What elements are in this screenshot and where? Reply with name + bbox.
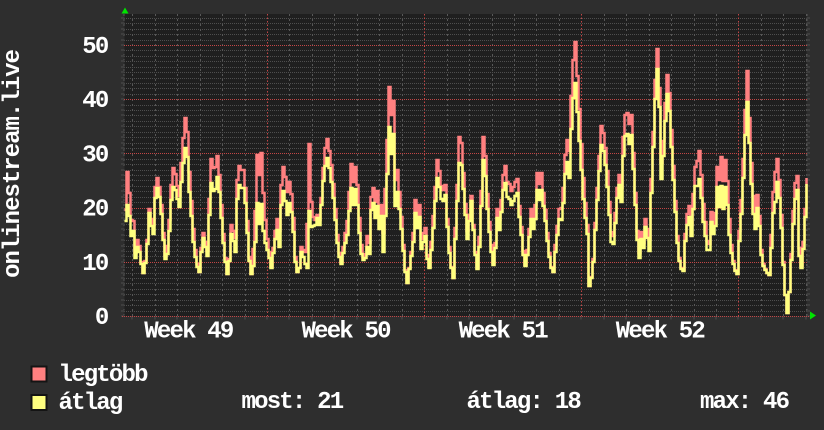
svg-text:0: 0 <box>95 305 109 332</box>
svg-text:átlag: átlag <box>59 390 123 417</box>
svg-text:most: 21: most: 21 <box>242 389 344 416</box>
svg-text:20: 20 <box>82 197 109 224</box>
svg-text:30: 30 <box>82 142 109 169</box>
svg-text:10: 10 <box>82 251 109 278</box>
svg-text:Week 50: Week 50 <box>301 319 391 346</box>
svg-text:Week 49: Week 49 <box>144 319 233 346</box>
svg-text:átlag: 18: átlag: 18 <box>467 389 582 416</box>
svg-text:max: 46: max: 46 <box>700 389 790 416</box>
svg-text:Week 52: Week 52 <box>616 319 705 346</box>
svg-text:50: 50 <box>82 34 109 61</box>
svg-text:legtöbb: legtöbb <box>59 362 149 389</box>
svg-text:Week 51: Week 51 <box>459 319 549 346</box>
svg-text:onlinestream.live: onlinestream.live <box>0 49 27 277</box>
svg-text:40: 40 <box>82 88 109 115</box>
